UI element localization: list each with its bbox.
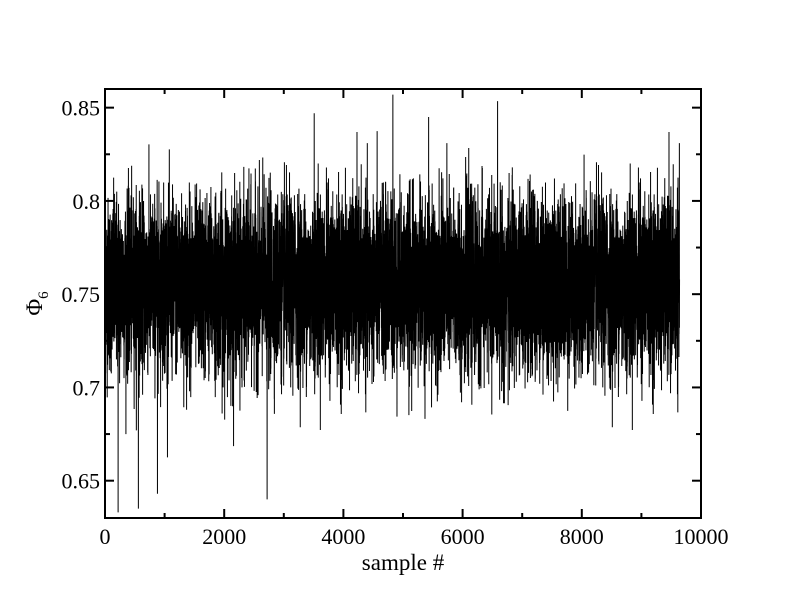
x-axis-label: sample # — [362, 550, 445, 575]
y-axis-label-subscript: 6 — [36, 291, 52, 299]
y-axis-label-main: Φ — [22, 299, 47, 316]
x-tick-label: 8000 — [560, 524, 604, 549]
x-tick-label: 6000 — [441, 524, 485, 549]
y-tick-label: 0.65 — [62, 469, 101, 494]
x-axis-ticks: 0 2000 4000 6000 8000 10000 — [100, 89, 729, 549]
x-tick-label: 10000 — [674, 524, 729, 549]
y-tick-label: 0.7 — [73, 375, 101, 400]
y-tick-label: 0.8 — [73, 189, 101, 214]
y-axis-label: Φ6 — [22, 291, 52, 316]
y-tick-label: 0.85 — [62, 96, 101, 121]
x-tick-label: 0 — [100, 524, 111, 549]
x-tick-label: 4000 — [321, 524, 365, 549]
series-line-phi6 — [104, 94, 681, 513]
x-tick-label: 2000 — [202, 524, 246, 549]
plot-area — [104, 94, 681, 513]
y-tick-label: 0.75 — [62, 282, 101, 307]
y-axis-ticks: 0.65 0.7 0.75 0.8 0.85 — [62, 96, 701, 494]
